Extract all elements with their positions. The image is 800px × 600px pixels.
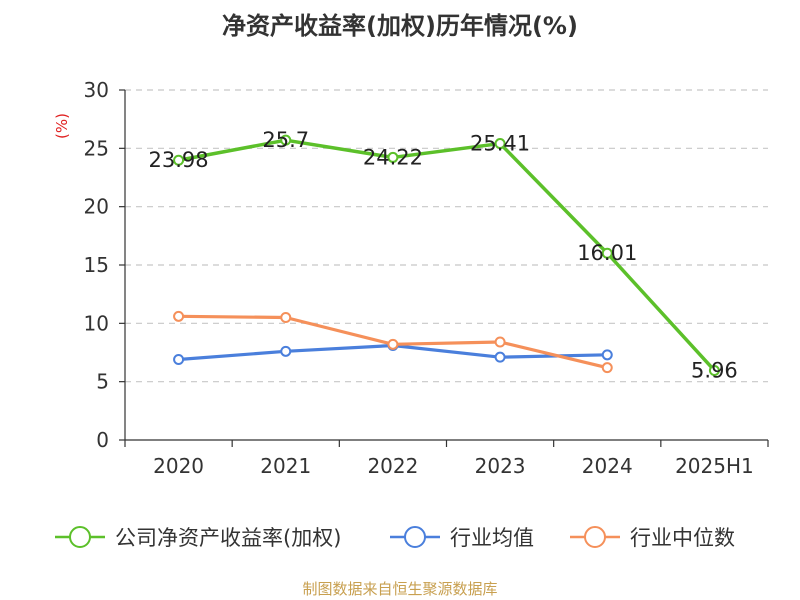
series-group [173, 134, 720, 376]
legend[interactable]: 公司净资产收益率(加权) 行业均值 行业中位数 [55, 526, 735, 550]
chart-title: 净资产收益率(加权)历年情况(%) [222, 12, 578, 40]
series-line-0 [176, 138, 717, 373]
data-label: 23.98 [149, 148, 209, 172]
data-label: 25.41 [470, 132, 530, 156]
y-tick-label: 0 [96, 428, 109, 452]
x-tick-label-2024: 2024 [582, 454, 633, 478]
data-point[interactable] [280, 134, 292, 146]
x-tick-label-2021: 2021 [260, 454, 311, 478]
legend-item-0[interactable]: 公司净资产收益率(加权) [55, 526, 341, 550]
grid-lines [125, 89, 768, 383]
y-axis-unit-label: (%) [53, 113, 71, 139]
legend-marker-icon [404, 526, 426, 548]
data-point[interactable] [601, 349, 613, 361]
y-tick-label: 25 [84, 136, 109, 160]
data-point[interactable] [601, 247, 613, 259]
data-labels: 23.98 25.7 24.22 25.41 16.01 5.96 [149, 128, 738, 382]
legend-marker-icon [584, 526, 606, 548]
x-tick-label-2022: 2022 [367, 454, 418, 478]
data-point[interactable] [280, 345, 292, 357]
legend-label: 公司净资产收益率(加权) [115, 526, 341, 550]
data-point[interactable] [387, 338, 399, 350]
x-tick-label-2025H1: 2025H1 [675, 454, 754, 478]
data-point[interactable] [494, 138, 506, 150]
data-label: 16.01 [577, 241, 637, 265]
data-label: 24.22 [363, 145, 423, 169]
legend-item-2[interactable]: 行业中位数 [570, 526, 735, 550]
data-point[interactable] [494, 336, 506, 348]
source-note: 制图数据来自恒生聚源数据库 [302, 580, 497, 598]
x-tick-label-2023: 2023 [475, 454, 526, 478]
legend-item-1[interactable]: 行业均值 [390, 526, 534, 550]
legend-label: 行业中位数 [630, 526, 735, 550]
data-point[interactable] [173, 310, 185, 322]
data-point[interactable] [387, 151, 399, 163]
data-label: 5.96 [691, 358, 738, 382]
axes: 0 5 10 15 20 25 30 2020 2021 2022 2023 2024 2025H1 [84, 78, 769, 478]
data-point[interactable] [280, 312, 292, 323]
legend-marker-icon [69, 526, 91, 548]
y-tick-label: 20 [84, 195, 109, 219]
x-tick-label-2020: 2020 [153, 454, 204, 478]
y-tick-label: 10 [84, 311, 109, 335]
data-point[interactable] [494, 351, 506, 363]
legend-label: 行业均值 [450, 526, 534, 550]
data-point[interactable] [173, 354, 185, 365]
data-point[interactable] [173, 154, 185, 166]
y-tick-label: 15 [84, 253, 109, 277]
y-tick-label: 5 [96, 370, 109, 394]
data-point[interactable] [601, 362, 613, 374]
data-label: 25.7 [262, 128, 309, 152]
data-point[interactable] [708, 364, 720, 376]
y-tick-label: 30 [84, 78, 109, 102]
